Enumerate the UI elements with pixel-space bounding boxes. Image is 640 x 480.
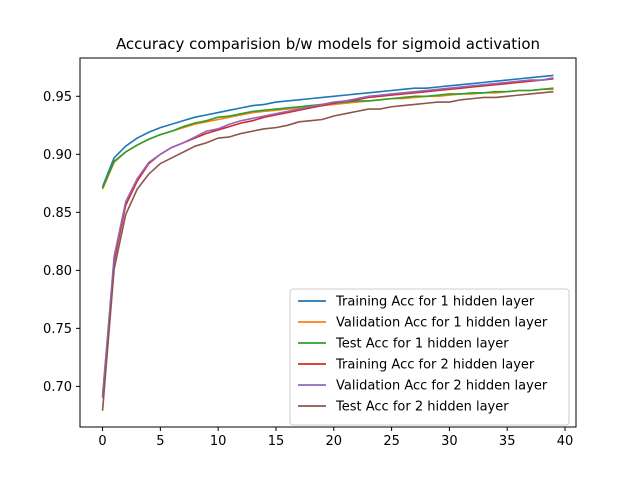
y-tick-label: 0.70 bbox=[43, 380, 72, 395]
axes-frame bbox=[79, 57, 577, 428]
y-tick-label: 0.95 bbox=[43, 90, 72, 105]
series-line-5 bbox=[101, 76, 554, 399]
y-tick-label: 0.80 bbox=[43, 264, 72, 279]
x-tick-label: 20 bbox=[326, 434, 343, 449]
x-tick-label: 0 bbox=[98, 434, 106, 449]
legend-box bbox=[289, 288, 570, 426]
y-tick-label: 0.75 bbox=[43, 322, 72, 337]
x-tick-label: 15 bbox=[268, 434, 285, 449]
x-tick-label: 5 bbox=[156, 434, 164, 449]
legend: Training Acc for 1 hidden layer Validatio… bbox=[289, 288, 570, 426]
x-tick-label: 30 bbox=[441, 434, 458, 449]
legend-label: Training Acc for 2 hidden layer bbox=[335, 358, 535, 373]
x-tick-label: 35 bbox=[499, 434, 516, 449]
y-tick-label: 0.85 bbox=[43, 206, 72, 221]
y-tick-label: 0.90 bbox=[43, 148, 72, 163]
x-tick-label: 10 bbox=[210, 434, 227, 449]
plot-area: 0 5 10 15 20 25 30 35 40 0.70 0.75 0.80 0.85 0.90 0.95 bbox=[43, 57, 577, 449]
legend-label: Training Acc for 1 hidden layer bbox=[335, 295, 535, 310]
series-line-1 bbox=[101, 74, 554, 188]
legend-label: Test Acc for 2 hidden layer bbox=[335, 400, 509, 415]
chart-title: Accuracy comparision b/w models for sigm… bbox=[116, 35, 540, 53]
series-line-6 bbox=[101, 90, 554, 411]
legend-label: Validation Acc for 2 hidden layer bbox=[336, 379, 548, 394]
x-tick-label: 40 bbox=[557, 434, 574, 449]
legend-label: Test Acc for 1 hidden layer bbox=[335, 337, 509, 352]
x-tick-label: 25 bbox=[383, 434, 400, 449]
legend-label: Validation Acc for 1 hidden layer bbox=[336, 316, 548, 331]
